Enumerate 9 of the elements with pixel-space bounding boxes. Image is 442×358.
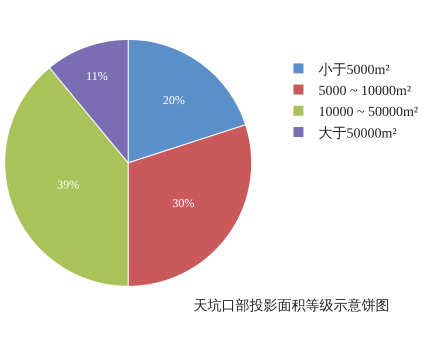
data-label: 11% xyxy=(86,69,108,84)
data-label: 30% xyxy=(172,196,194,210)
data-label: 20% xyxy=(162,92,185,107)
legend-label: 小于5000m² xyxy=(318,62,390,78)
text: 天坑口部投影面积等级示意饼图 xyxy=(194,298,390,314)
legend-label: 10000 ~ 50000m² xyxy=(318,105,418,120)
legend-label: 大于50000m² xyxy=(318,125,397,142)
legend-label: 5000 ~ 10000m² xyxy=(318,84,412,99)
data-label: 39% xyxy=(57,177,80,192)
